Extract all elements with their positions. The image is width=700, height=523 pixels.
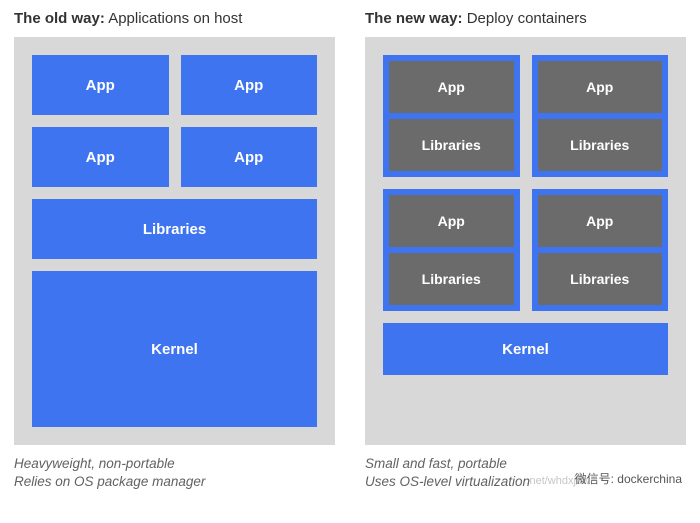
kernel-box: Kernel [32, 271, 317, 427]
container-app-box: App [538, 61, 663, 113]
watermark-url: .net/whdxjbw [526, 475, 590, 487]
container-app-box: App [389, 61, 514, 113]
container-box: App Libraries [532, 189, 669, 311]
old-apps-grid: App App App App [32, 55, 317, 187]
libraries-box: Libraries [32, 199, 317, 259]
container-libs-box: Libraries [538, 119, 663, 171]
old-way-panel: App App App App Libraries Kernel [14, 37, 335, 445]
old-title-light: Applications on host [108, 10, 242, 27]
app-box: App [32, 127, 169, 187]
caption-line: Heavyweight, non-portable [14, 455, 335, 473]
new-title-light: Deploy containers [467, 10, 587, 27]
new-way-column: The new way: Deploy containers App Libra… [365, 10, 686, 491]
old-way-column: The old way: Applications on host App Ap… [14, 10, 335, 491]
new-way-panel: App Libraries App Libraries App Librarie… [365, 37, 686, 445]
new-way-heading: The new way: Deploy containers [365, 10, 686, 27]
container-libs-box: Libraries [389, 253, 514, 305]
kernel-box: Kernel [383, 323, 668, 375]
container-box: App Libraries [383, 189, 520, 311]
app-box: App [181, 55, 318, 115]
container-libs-box: Libraries [389, 119, 514, 171]
new-inner: App Libraries App Libraries App Librarie… [383, 55, 668, 427]
container-row-2: App Libraries App Libraries [383, 189, 668, 311]
container-app-box: App [538, 195, 663, 247]
comparison-wrapper: The old way: Applications on host App Ap… [14, 10, 686, 491]
caption-line: Relies on OS package manager [14, 473, 335, 491]
container-libs-box: Libraries [538, 253, 663, 305]
new-title-bold: The new way: [365, 10, 463, 27]
old-inner: App App App App Libraries Kernel [32, 55, 317, 427]
old-way-caption: Heavyweight, non-portable Relies on OS p… [14, 455, 335, 491]
container-box: App Libraries [532, 55, 669, 177]
app-box: App [32, 55, 169, 115]
old-way-heading: The old way: Applications on host [14, 10, 335, 27]
container-box: App Libraries [383, 55, 520, 177]
container-row-1: App Libraries App Libraries [383, 55, 668, 177]
old-title-bold: The old way: [14, 10, 105, 27]
app-box: App [181, 127, 318, 187]
container-app-box: App [389, 195, 514, 247]
